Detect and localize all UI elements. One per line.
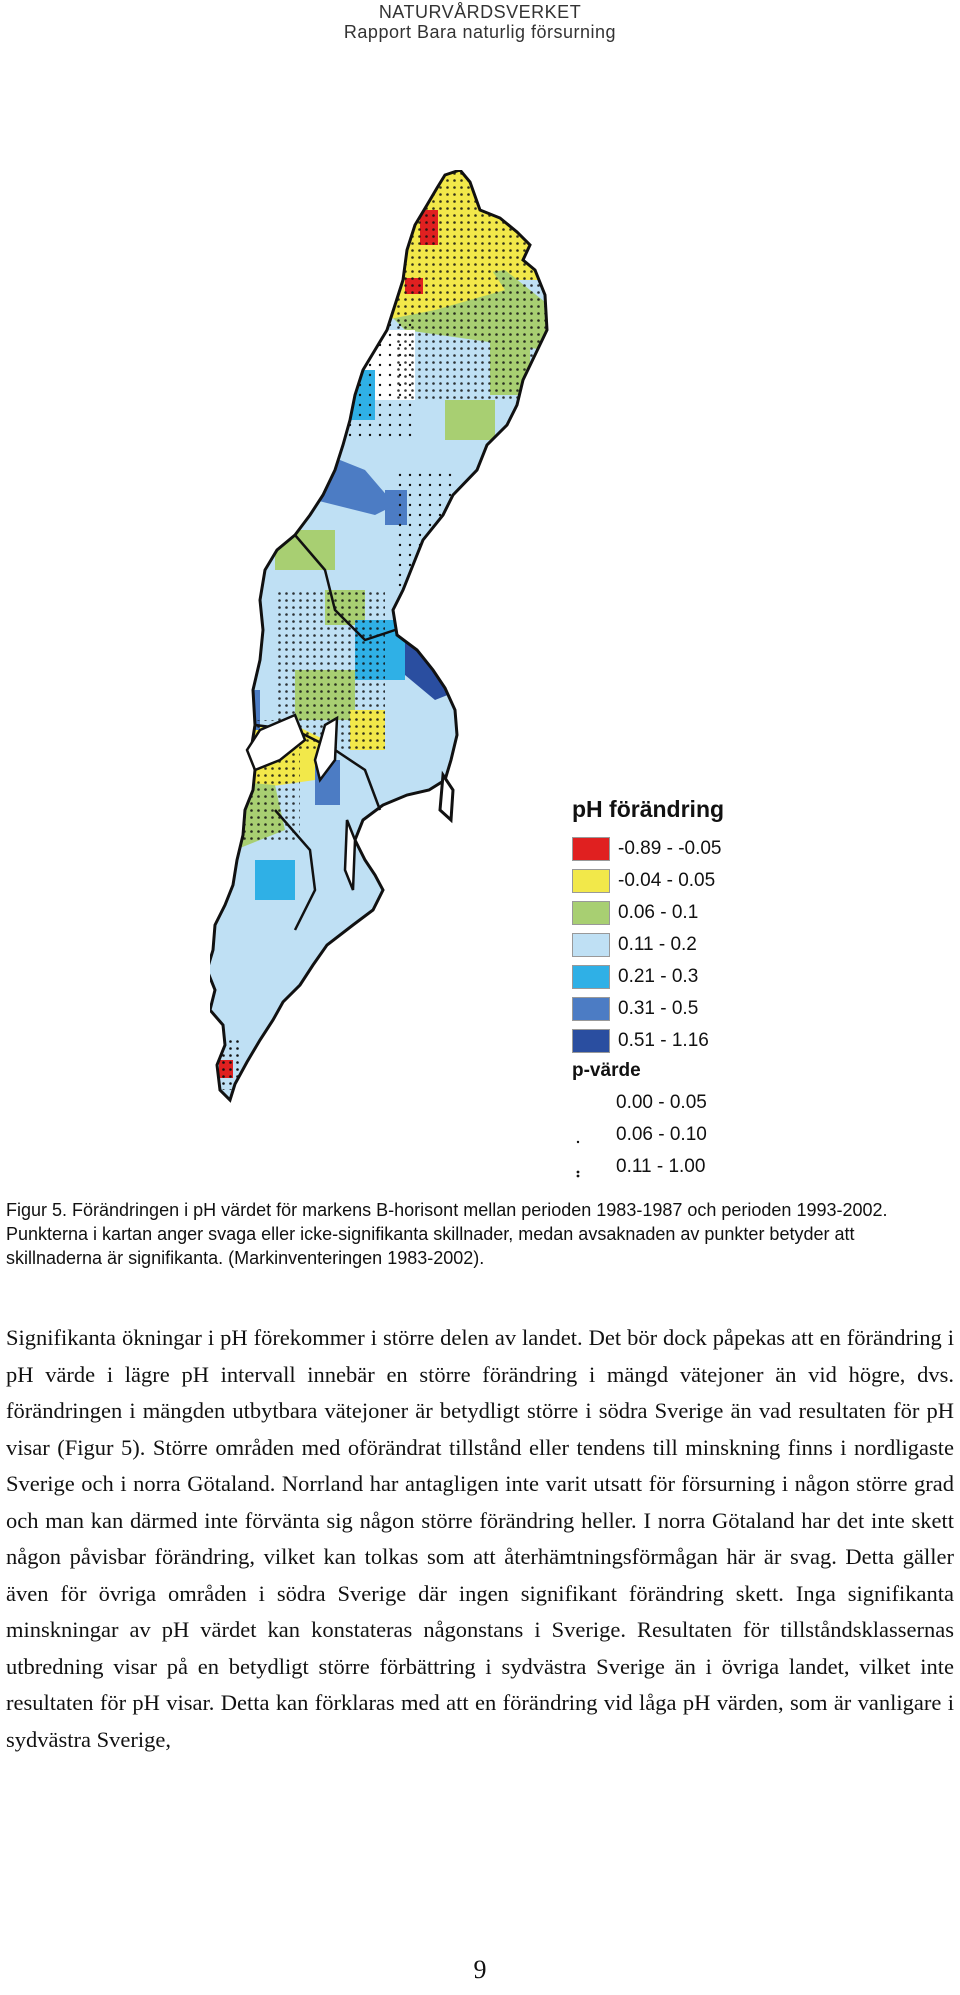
island-gotland [438,770,455,824]
legend-swatch [572,997,610,1021]
legend-p-row: 0.06 - 0.10 [572,1119,852,1151]
legend-ph-row: 0.11 - 0.2 [572,929,852,961]
legend-ph-row: -0.04 - 0.05 [572,865,852,897]
map-legend: pH förändring -0.89 - -0.05 -0.04 - 0.05 0… [572,795,852,1183]
body-paragraph: Signifikanta ökningar i pH förekommer i … [6,1325,954,1752]
legend-swatch [572,965,610,989]
legend-ph-row: -0.89 - -0.05 [572,833,852,865]
report-title: Rapport Bara naturlig försurning [343,22,617,42]
legend-title: pH förändring [572,796,725,822]
legend-label: 0.11 - 0.2 [618,934,697,955]
figure-caption: Figur 5. Förändringen i pH värdet för ma… [6,1200,888,1268]
legend-swatch [572,901,610,925]
lake-vattern [313,715,339,783]
legend-ph-row: 0.21 - 0.3 [572,961,852,993]
lake-vanern [245,713,307,772]
agency-name: NATURVÅRDSVERKET [378,2,582,22]
page-header: NATURVÅRDSVERKET Rapport Bara naturlig f… [0,2,960,42]
legend-label: 0.51 - 1.16 [618,1030,709,1051]
legend-ph-row: 0.31 - 0.5 [572,993,852,1025]
legend-swatch [572,837,610,861]
legend-dot-swatch [572,1156,608,1178]
page-number: 9 [473,1955,487,1984]
legend-swatch [572,933,610,957]
legend-dot-swatch [572,1124,608,1146]
legend-ph-row: 0.06 - 0.1 [572,897,852,929]
legend-label: 0.06 - 0.10 [616,1124,707,1145]
legend-swatch [572,1029,610,1053]
sweden-ph-change-map [210,170,549,1102]
island-oland [343,819,357,891]
legend-label: -0.04 - 0.05 [618,870,716,891]
legend-label: 0.21 - 0.3 [618,966,699,987]
legend-label: 0.31 - 0.5 [618,998,699,1019]
legend-ph-row: 0.51 - 1.16 [572,1025,852,1057]
legend-label: -0.89 - -0.05 [618,838,722,859]
legend-label: 0.11 - 1.00 [616,1156,706,1177]
legend-swatch [572,869,610,893]
legend-label: 0.06 - 0.1 [618,902,699,923]
legend-label: 0.00 - 0.05 [616,1092,707,1113]
legend-p-title: p-värde [572,1060,641,1081]
legend-dot-swatch [572,1092,608,1114]
legend-p-row: 0.11 - 1.00 [572,1151,852,1183]
legend-p-row: 0.00 - 0.05 [572,1087,852,1119]
